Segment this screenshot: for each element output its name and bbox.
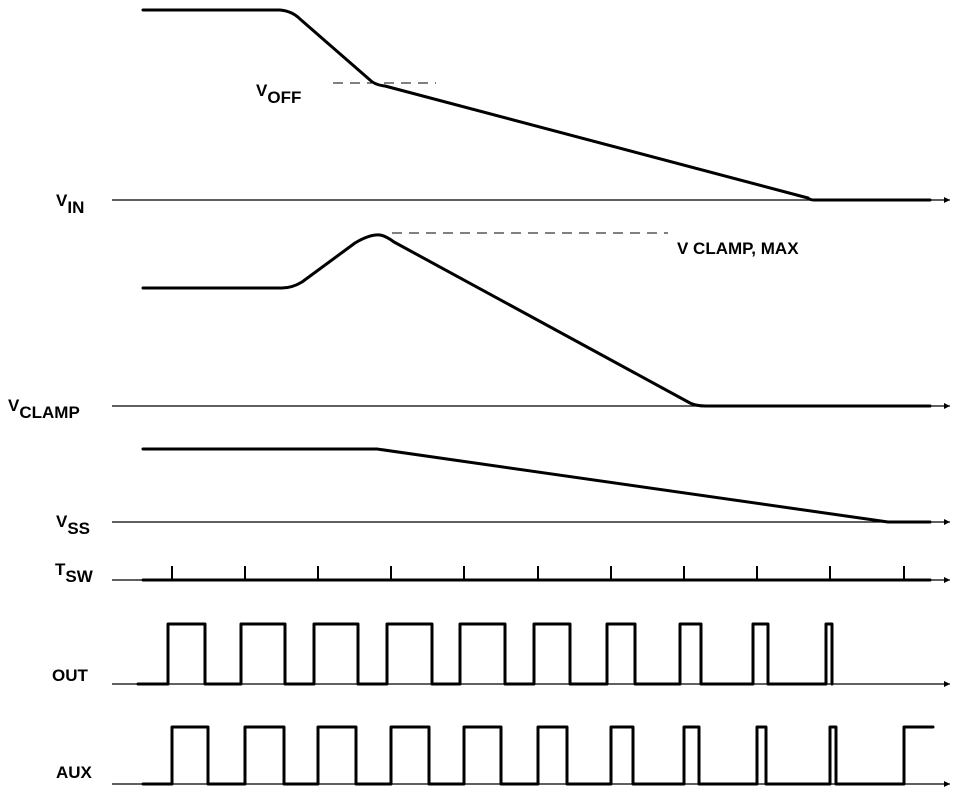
- vss-waveform: [141, 447, 932, 524]
- tsw-label: TSW: [55, 560, 94, 586]
- vclamp-waveform: [141, 233, 932, 408]
- aux-waveform: [141, 725, 935, 786]
- aux-label: AUX: [56, 763, 93, 782]
- voff-label: VOFF: [256, 81, 301, 107]
- out-waveform: [136, 622, 834, 686]
- vss-label: VSS: [56, 512, 90, 538]
- vclamp-max-label: V CLAMP, MAX: [677, 239, 799, 258]
- vin-waveform: [141, 8, 932, 202]
- vclamp-label: VCLAMP: [8, 396, 80, 422]
- tsw-ticks: [171, 566, 905, 580]
- out-label: OUT: [52, 666, 89, 685]
- vin-label: VIN: [56, 191, 84, 217]
